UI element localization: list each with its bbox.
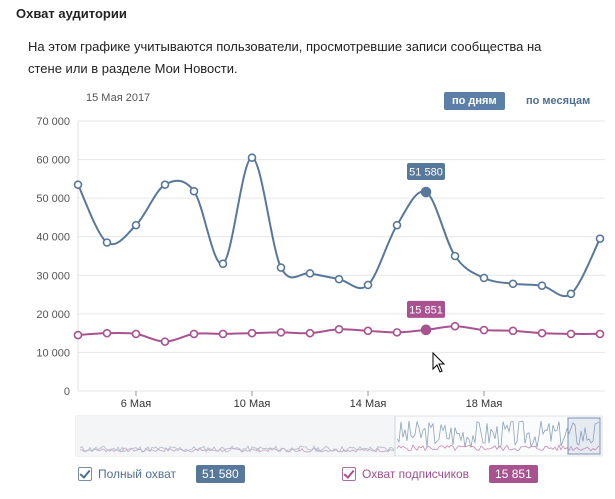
data-point[interactable] [508, 326, 518, 336]
y-tick-label: 60 000 [36, 155, 70, 167]
chart-description: На этом графике учитываются пользователи… [28, 39, 542, 76]
navigator-unselected-area [76, 416, 394, 456]
data-point[interactable] [102, 238, 112, 247]
data-point[interactable] [363, 326, 373, 336]
data-point[interactable] [392, 220, 402, 230]
value-tooltip: 15 851 [407, 300, 445, 318]
x-tick-label: 6 Мая [121, 398, 152, 410]
data-point[interactable] [247, 153, 257, 162]
data-point[interactable] [189, 186, 199, 196]
navigator-line [396, 420, 600, 448]
checkbox-icon[interactable] [342, 467, 356, 481]
data-point[interactable] [160, 180, 170, 189]
current-date-label: 15 Мая 2017 [86, 92, 151, 104]
data-point[interactable] [73, 180, 83, 189]
data-point[interactable] [595, 234, 605, 243]
data-point[interactable] [276, 263, 286, 272]
data-point[interactable] [334, 324, 344, 334]
data-point[interactable] [537, 328, 547, 338]
by-month-toggle[interactable]: по месяцам [526, 95, 591, 107]
data-point[interactable] [566, 289, 576, 299]
chart-series: 51 580 15 851 [73, 153, 605, 346]
data-point[interactable] [420, 186, 432, 198]
data-point[interactable] [595, 329, 605, 339]
data-point[interactable] [479, 273, 489, 283]
y-tick-label: 10 000 [36, 347, 70, 359]
data-point[interactable] [334, 274, 344, 284]
y-tick-label: 70 000 [36, 116, 70, 128]
data-point[interactable] [247, 328, 257, 338]
chart-grid [77, 120, 605, 392]
tooltip-label: 15 851 [409, 304, 443, 316]
by-day-toggle[interactable]: по дням [444, 92, 505, 110]
data-point[interactable] [305, 328, 315, 338]
data-point[interactable] [305, 269, 315, 278]
data-point[interactable] [566, 329, 576, 339]
x-tick-label: 14 Мая [350, 398, 387, 410]
data-point[interactable] [479, 325, 489, 335]
mouse-cursor-icon [432, 351, 446, 373]
tooltip-label: 51 580 [409, 167, 443, 179]
y-tick-label: 40 000 [36, 232, 70, 244]
x-axis-ticks: 6 Мая 10 Мая 14 Мая 18 Мая [121, 391, 503, 410]
tooltip-box [407, 300, 445, 318]
value-tooltip: 51 580 [407, 163, 445, 181]
legend-subscribers-reach[interactable]: Охват подписчиков 15 851 [342, 465, 538, 483]
y-axis-ticks: 0 10 000 20 000 30 000 40 000 50 000 60 000 70 … [36, 116, 70, 398]
data-point[interactable] [537, 281, 547, 291]
data-point[interactable] [392, 328, 402, 337]
y-tick-label: 20 000 [36, 309, 70, 321]
legend-label: Полный охват [98, 467, 177, 481]
data-point[interactable] [276, 328, 286, 337]
data-point[interactable] [131, 329, 141, 339]
legend-total-reach[interactable]: Полный охват 51 580 [78, 465, 245, 483]
y-tick-label: 50 000 [36, 193, 70, 205]
range-navigator [75, 415, 603, 457]
tooltip-box [407, 163, 445, 181]
data-point[interactable] [420, 324, 432, 336]
data-point[interactable] [160, 337, 170, 346]
data-point[interactable] [189, 329, 199, 339]
y-tick-label: 0 [64, 386, 70, 398]
data-point[interactable] [218, 259, 228, 269]
series-total-reach: 51 580 [73, 153, 605, 299]
data-point[interactable] [450, 321, 460, 331]
navigator-line [396, 444, 600, 452]
total-reach-badge: 51 580 [196, 465, 245, 483]
data-point[interactable] [363, 280, 373, 290]
x-tick-label: 18 Мая [466, 398, 503, 410]
cursor-arrow [432, 351, 446, 373]
y-tick-label: 30 000 [36, 270, 70, 282]
data-point[interactable] [218, 329, 228, 339]
navigator-line [79, 445, 395, 453]
x-tick-label: 10 Мая [234, 398, 271, 410]
navigator-window[interactable] [567, 417, 601, 455]
subscribers-reach-badge: 15 851 [489, 465, 538, 483]
data-point[interactable] [508, 279, 518, 289]
data-point[interactable] [450, 251, 460, 261]
data-point[interactable] [102, 328, 112, 338]
legend-label: Охват подписчиков [362, 467, 470, 481]
page-title: Охват аудитории [16, 6, 127, 21]
data-point[interactable] [131, 220, 141, 230]
checkbox-icon[interactable] [78, 467, 92, 481]
data-point[interactable] [73, 330, 83, 340]
series-subscribers-reach: 15 851 [73, 300, 605, 346]
